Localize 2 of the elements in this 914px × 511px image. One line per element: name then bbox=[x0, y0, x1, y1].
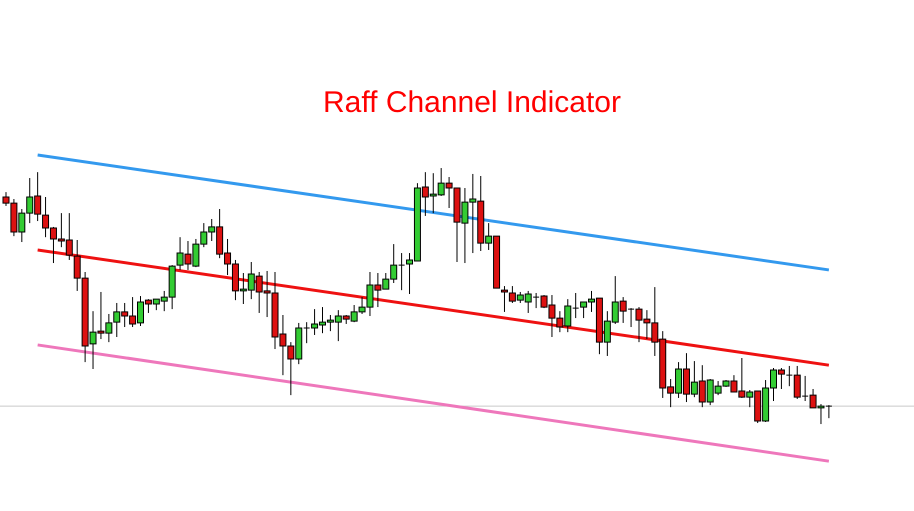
chart-title: Raff Channel Indicator bbox=[323, 86, 621, 119]
candlestick bbox=[500, 286, 508, 312]
